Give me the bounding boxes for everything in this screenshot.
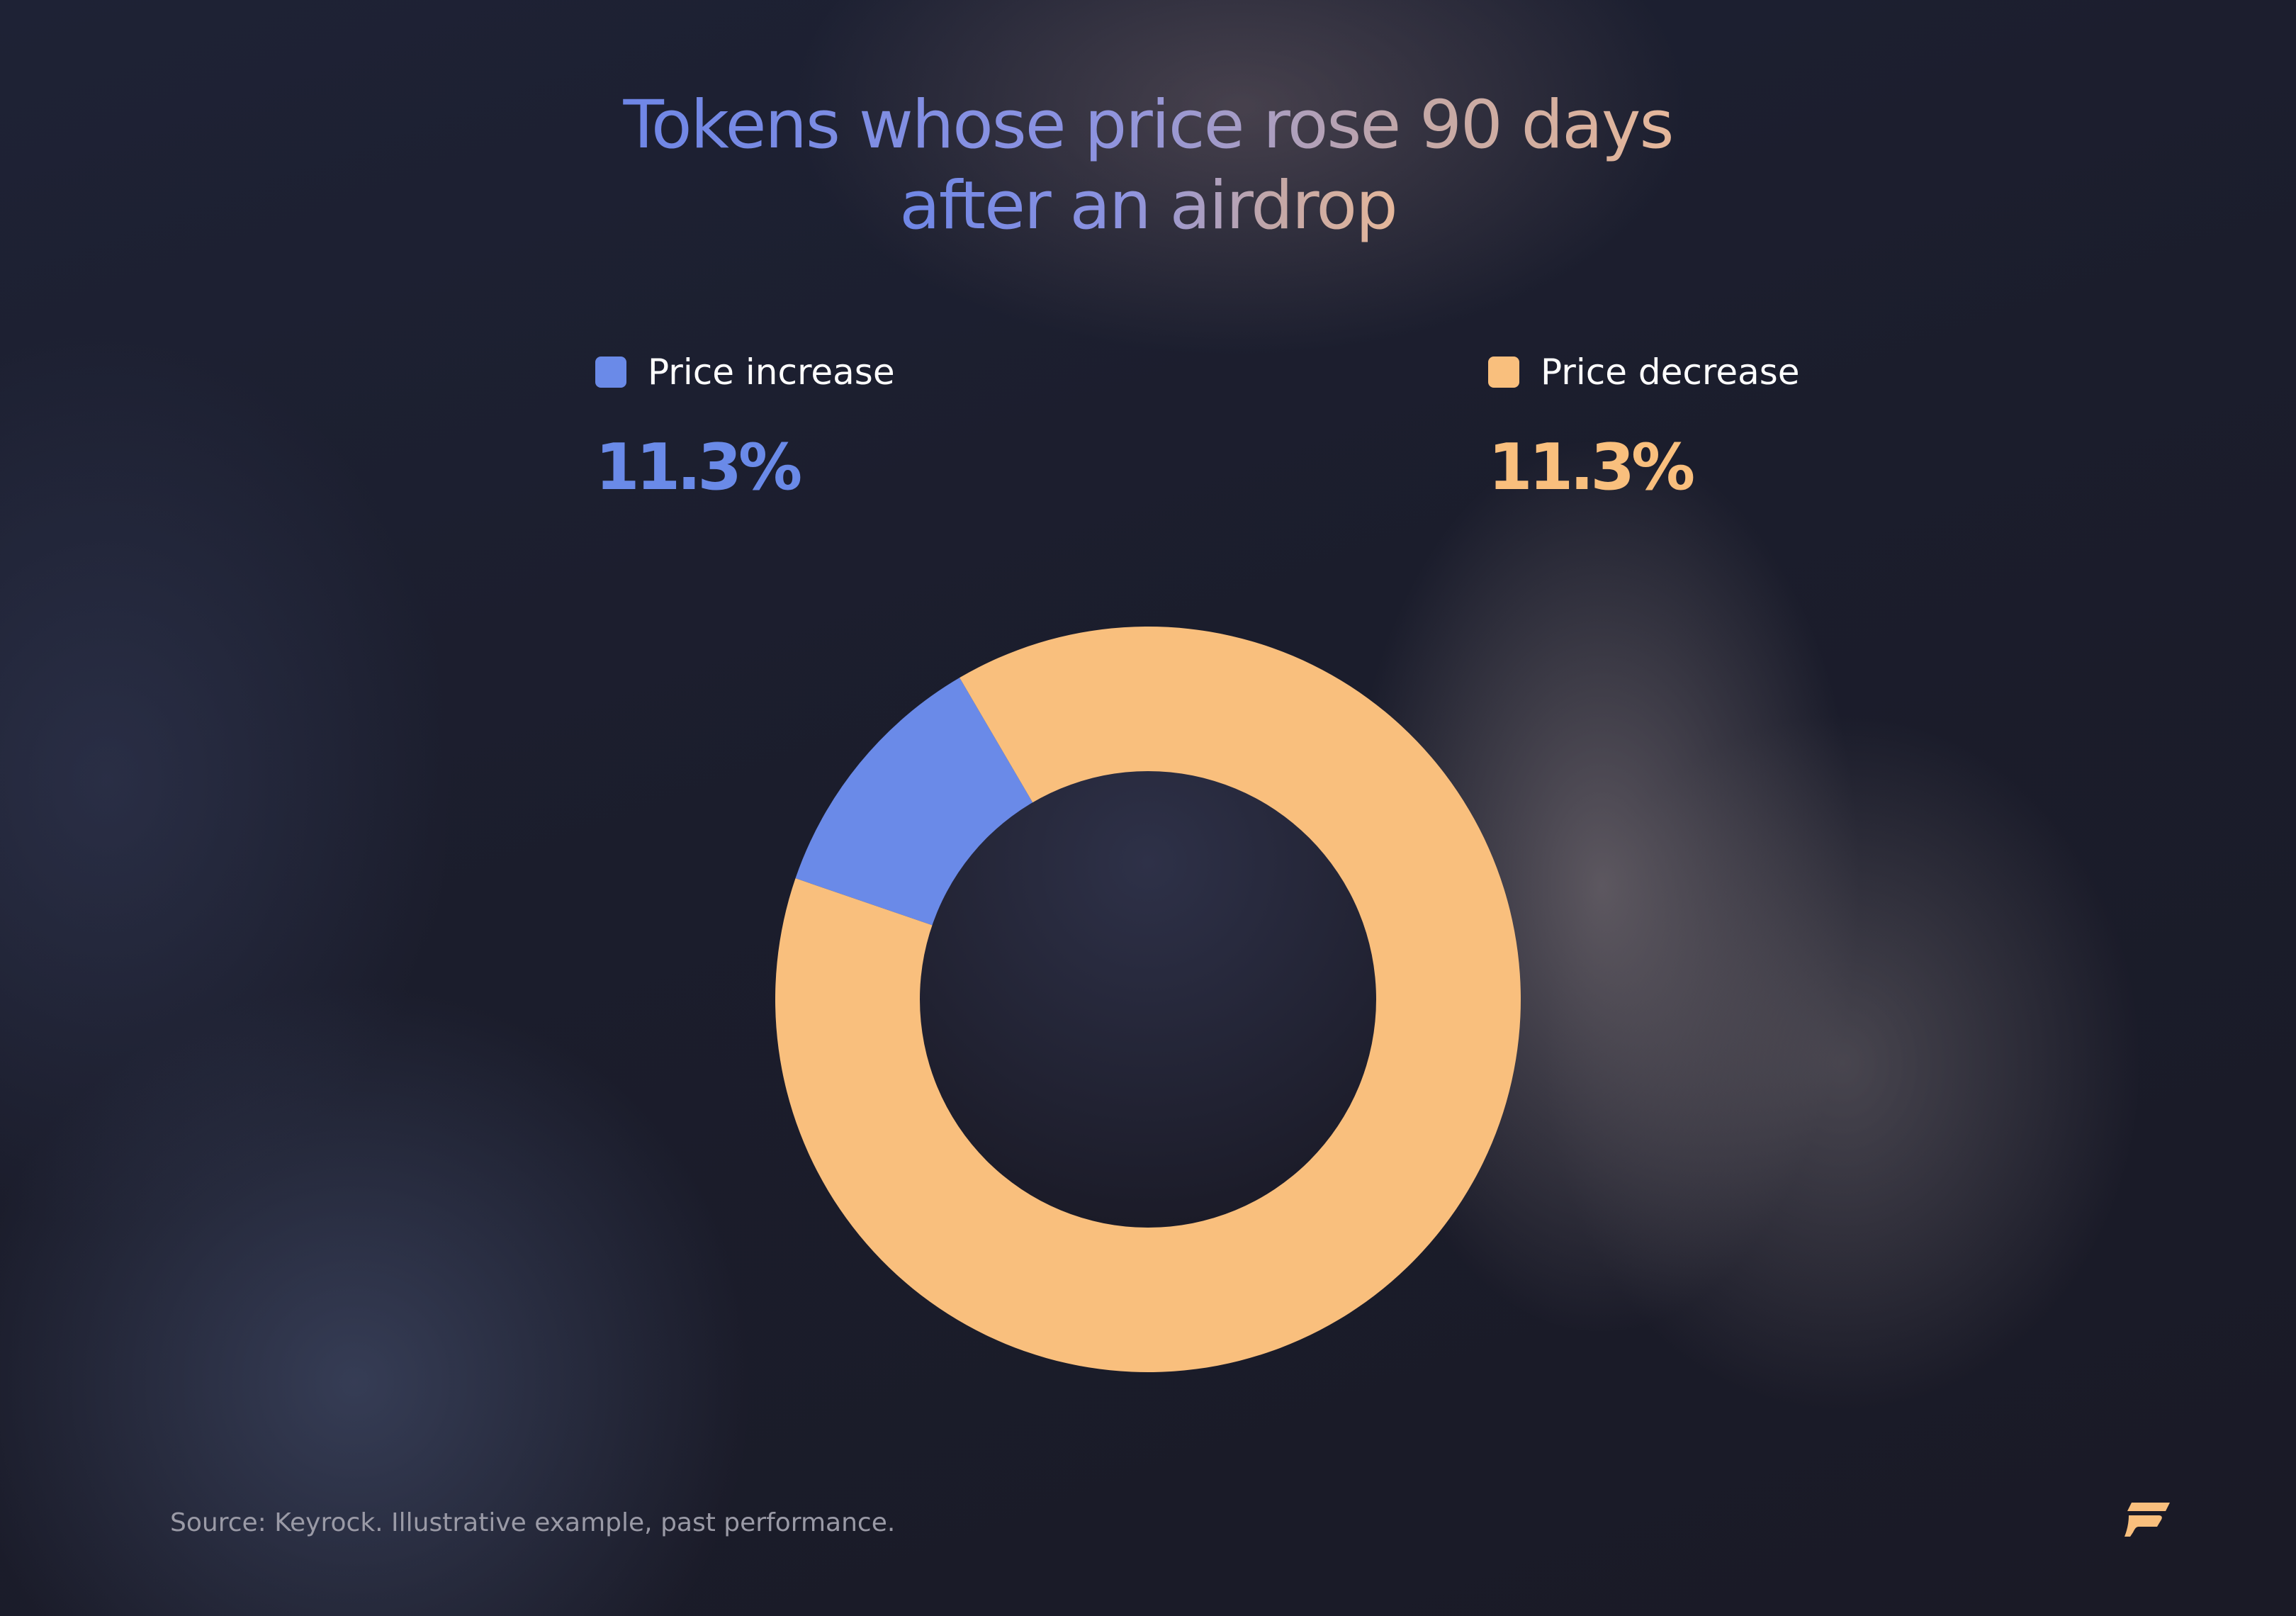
legend-item-price-increase: Price increase 11.3% [595,347,895,503]
donut-hole [920,771,1376,1228]
chart-title-line-1: Tokens whose price rose 90 days [617,85,1679,166]
brand-logo-icon [2123,1501,2173,1541]
legend-label-price-increase: Price increase [648,352,895,393]
chart-title: Tokens whose price rose 90 days after an… [0,85,2296,247]
legend-swatch-price-increase [595,357,626,388]
legend-item-price-decrease: Price decrease 11.3% [1488,347,1800,503]
legend-value-price-decrease: 11.3% [1488,430,1695,505]
legend-value-price-increase: 11.3% [595,430,802,505]
legend-label-price-decrease: Price decrease [1541,352,1800,393]
source-note: Source: Keyrock. Illustrative example, p… [170,1508,896,1537]
legend-swatch-price-decrease [1488,357,1519,388]
chart-title-line-2: after an airdrop [893,166,1403,247]
